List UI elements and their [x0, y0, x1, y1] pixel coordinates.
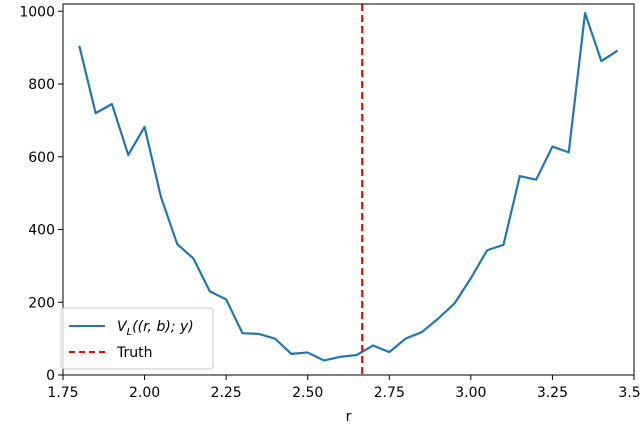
x-tick-label: 3.50 [618, 385, 640, 401]
y-tick-label: 200 [28, 295, 55, 311]
legend: VL((r, b); y) Truth [60, 307, 214, 370]
axes-frame [62, 3, 635, 376]
x-axis-label: r [346, 409, 352, 425]
x-tick-label: 3.00 [455, 385, 486, 401]
x-tick-label: 2.25 [211, 385, 242, 401]
x-axis: 1.75 2.00 2.25 2.50 2.75 3.00 3.25 3.50 [47, 375, 640, 401]
series-line-0 [78, 11, 619, 362]
legend-label-series: VL((r, b); y) [117, 319, 194, 338]
y-axis: 0 200 400 600 800 1000 [19, 4, 63, 384]
legend-label-truth: Truth [116, 345, 153, 361]
x-tick-label: 1.75 [47, 385, 78, 401]
x-tick-label: 2.75 [374, 385, 405, 401]
legend-label-rest: ((r, b); y) [132, 319, 194, 335]
legend-box [60, 307, 214, 370]
legend-label-main: V [117, 319, 128, 335]
y-tick-label: 800 [28, 77, 55, 93]
legend-label-sub: L [127, 327, 133, 338]
y-tick-label: 400 [28, 223, 55, 239]
y-tick-label: 600 [28, 150, 55, 166]
x-tick-label: 2.00 [129, 385, 160, 401]
plot-content [78, 4, 619, 375]
x-tick-label: 3.25 [537, 385, 568, 401]
y-tick-label: 0 [46, 368, 55, 384]
y-tick-label: 1000 [19, 4, 55, 20]
x-tick-label: 2.50 [292, 385, 323, 401]
